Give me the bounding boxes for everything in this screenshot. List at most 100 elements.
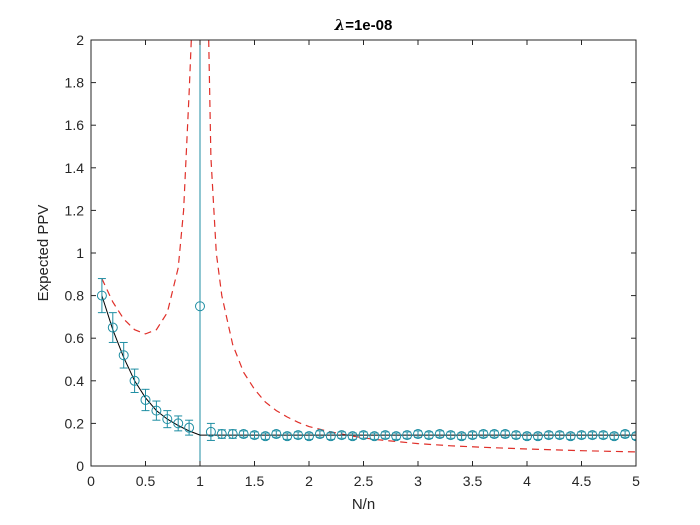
y-tick-label: 0.8	[65, 288, 85, 304]
data-marker	[227, 429, 238, 440]
y-tick-label: 1.6	[65, 117, 85, 133]
data-marker	[598, 430, 609, 441]
data-marker	[129, 375, 140, 386]
y-tick-label: 1	[76, 245, 84, 261]
x-tick-label: 3.5	[463, 473, 483, 489]
y-axis-label: Expected PPV	[35, 205, 52, 302]
axes-layer: 0 0.5 1 1.5 2 2.5 3 3.5 4 4.5 5 0 0.2 0.4 0.6 0.8 1 1.2 1.…	[65, 32, 641, 489]
data-point-20	[314, 429, 325, 440]
clipped-series	[96, 40, 636, 466]
data-point-19	[304, 431, 314, 442]
data-point-49	[631, 431, 636, 442]
data-point-35	[478, 429, 489, 440]
data-point-26	[380, 430, 391, 441]
data-point-38	[511, 430, 522, 441]
data-point-9	[195, 301, 205, 312]
data-marker	[151, 405, 162, 416]
data-marker	[511, 430, 522, 441]
data-marker	[173, 418, 184, 429]
data-point-40	[532, 431, 543, 442]
x-tick-label: 5	[632, 473, 640, 489]
data-marker	[456, 431, 467, 442]
data-marker	[293, 430, 304, 441]
x-tick-label: 1.5	[245, 473, 265, 489]
chart-title: λ=1e-08	[334, 16, 393, 34]
data-marker	[271, 429, 282, 440]
data-point-3	[129, 368, 140, 394]
data-point-42	[554, 430, 565, 441]
data-point-24	[358, 430, 369, 441]
data-marker	[423, 430, 434, 441]
x-tick-label: 0	[87, 473, 95, 489]
y-tick-label: 1.4	[65, 160, 85, 176]
data-marker	[162, 414, 173, 425]
y-tick-label: 1.8	[65, 75, 85, 91]
x-tick-label: 4	[523, 473, 531, 489]
x-tick-label: 4.5	[572, 473, 592, 489]
data-marker	[205, 426, 216, 437]
data-marker	[282, 431, 293, 442]
y-tick-label: 0.6	[65, 330, 85, 346]
data-marker	[478, 429, 489, 440]
data-point-43	[565, 431, 576, 442]
data-point-36	[489, 429, 500, 440]
series-layer	[96, 40, 636, 466]
data-marker	[543, 430, 554, 441]
data-marker	[140, 394, 151, 405]
data-point-28	[402, 430, 413, 441]
data-point-32	[445, 430, 456, 441]
x-tick-label: 0.5	[136, 473, 156, 489]
data-marker	[500, 429, 511, 440]
data-marker	[609, 431, 620, 442]
data-marker	[402, 430, 413, 441]
data-marker	[184, 422, 195, 433]
y-tick-label: 2	[76, 32, 84, 48]
data-point-4	[140, 388, 151, 412]
data-point-27	[391, 431, 402, 442]
plot-area	[91, 40, 636, 466]
data-point-31	[434, 429, 445, 440]
data-marker	[260, 431, 271, 442]
y-tick-label: 1.2	[65, 202, 85, 218]
data-point-44	[576, 430, 587, 441]
data-marker	[489, 429, 500, 440]
data-marker	[118, 350, 129, 361]
data-point-8	[184, 419, 195, 436]
x-tick-label: 2	[305, 473, 313, 489]
data-point-30	[423, 430, 434, 441]
data-marker	[325, 431, 336, 442]
data-point-10	[205, 422, 216, 441]
title-value: =1e-08	[345, 17, 392, 34]
x-tick-label: 1	[196, 473, 204, 489]
data-point-29	[413, 429, 423, 440]
data-point-23	[347, 431, 358, 442]
data-point-13	[238, 429, 249, 440]
data-point-7	[173, 415, 184, 432]
data-marker	[107, 322, 118, 333]
data-point-33	[456, 431, 467, 442]
data-marker	[358, 430, 369, 441]
data-marker	[249, 430, 260, 441]
data-marker	[96, 290, 107, 301]
data-point-22	[336, 430, 347, 441]
data-point-48	[620, 429, 631, 440]
data-marker	[413, 429, 423, 440]
data-point-39	[522, 431, 532, 442]
y-tick-label: 0	[76, 458, 84, 474]
x-tick-label: 2.5	[354, 473, 374, 489]
data-marker	[238, 429, 249, 440]
data-point-41	[543, 430, 554, 441]
y-tick-label: 0.4	[65, 373, 85, 389]
data-marker	[565, 431, 576, 442]
data-point-11	[216, 429, 227, 440]
data-marker	[467, 430, 478, 441]
data-point-5	[151, 400, 162, 421]
title-lambda: λ	[334, 16, 346, 34]
data-marker	[336, 430, 347, 441]
data-point-1	[107, 312, 118, 343]
data-marker	[216, 429, 227, 440]
dashed-curve-segment-0	[101, 40, 192, 335]
data-point-2	[118, 341, 129, 369]
data-marker	[576, 430, 587, 441]
x-tick-label: 3	[414, 473, 422, 489]
